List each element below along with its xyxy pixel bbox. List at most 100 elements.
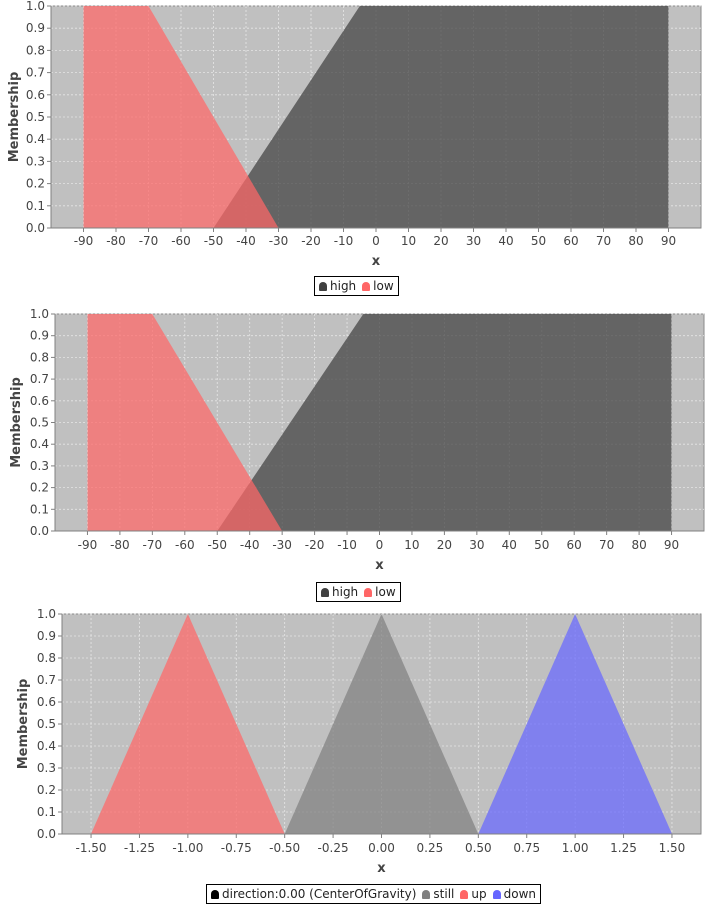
x-tick-label: -90 bbox=[74, 234, 94, 248]
legend-swatch-icon bbox=[492, 889, 501, 899]
legend-swatch-icon bbox=[211, 889, 219, 899]
legend-swatch-icon bbox=[364, 587, 373, 597]
y-tick-label: 0.8 bbox=[37, 651, 56, 665]
legend-item: up bbox=[460, 887, 487, 901]
legend-label: down bbox=[503, 887, 537, 901]
x-tick-label: -80 bbox=[106, 234, 126, 248]
legend-item: high bbox=[319, 279, 356, 293]
x-tick-label: -90 bbox=[78, 538, 98, 552]
y-tick-label: 0.7 bbox=[30, 372, 49, 386]
x-tick-label: 0.25 bbox=[417, 841, 444, 855]
x-tick-label: -20 bbox=[305, 538, 325, 552]
legend-swatch-icon bbox=[460, 889, 469, 899]
legend-item: down bbox=[492, 887, 537, 901]
y-tick-label: 0.0 bbox=[30, 524, 49, 538]
legend-item: still bbox=[422, 887, 454, 901]
x-tick-label: 1.00 bbox=[562, 841, 589, 855]
x-tick-label: 50 bbox=[531, 234, 546, 248]
chart-1-svg: -90 -80 -70 -60 -50 -40 -30 -20 -10 0 10 20 30 40 50 60… bbox=[7, 0, 702, 269]
legend-label: high bbox=[332, 585, 359, 599]
legend-item: high bbox=[321, 585, 358, 599]
x-tick-label: 70 bbox=[596, 234, 611, 248]
legend-label: low bbox=[373, 279, 394, 293]
legend-swatch-icon bbox=[319, 281, 327, 291]
y-tick-label: 0.4 bbox=[30, 437, 49, 451]
series-area-low bbox=[83, 6, 279, 228]
series-area-down bbox=[478, 614, 672, 834]
x-tick-label: 30 bbox=[469, 538, 484, 552]
x-tick-label: -1.00 bbox=[172, 841, 203, 855]
x-tick-label: 1.25 bbox=[610, 841, 637, 855]
y-tick-label: 0.1 bbox=[26, 199, 45, 213]
series-area-high bbox=[217, 314, 672, 531]
y-tick-label: 0.5 bbox=[37, 717, 56, 731]
y-tick-label: 0.3 bbox=[30, 459, 49, 473]
y-tick-label: 0.2 bbox=[30, 481, 49, 495]
chart-3-svg: -1.50 -1.25 -1.00 -0.75 -0.50 -0.25 0.00 0.25 0.… bbox=[16, 607, 702, 876]
y-axis-title: Membership bbox=[7, 72, 22, 163]
x-tick-label: -40 bbox=[236, 234, 256, 248]
legend-label: high bbox=[330, 279, 357, 293]
legend-swatch-icon bbox=[321, 587, 329, 597]
y-tick-label: 0.2 bbox=[37, 783, 56, 797]
y-tick-label: 0.5 bbox=[26, 110, 45, 124]
x-tick-label: 80 bbox=[628, 234, 643, 248]
x-tick-label: 20 bbox=[437, 538, 452, 552]
x-tick-label: -30 bbox=[269, 234, 289, 248]
y-tick-label: 0.6 bbox=[37, 695, 56, 709]
chart-2-svg: -90 -80 -70 -60 -50 -40 -30 -20 -10 0 10 20 30 40 50 60… bbox=[9, 307, 705, 573]
y-axis-title: Membership bbox=[9, 377, 24, 468]
x-tick-label: -10 bbox=[337, 538, 357, 552]
y-tick-label: 1.0 bbox=[30, 307, 49, 321]
chart-3: -1.50 -1.25 -1.00 -0.75 -0.50 -0.25 0.00 0.25 0.… bbox=[0, 607, 717, 907]
y-tick-label: 0.3 bbox=[26, 154, 45, 168]
y-tick-label: 0.4 bbox=[37, 739, 56, 753]
y-tick-label: 0.1 bbox=[30, 502, 49, 516]
series-area-high bbox=[213, 6, 669, 228]
x-tick-label: 60 bbox=[567, 538, 582, 552]
x-tick-label: -10 bbox=[334, 234, 354, 248]
y-tick-label: 0.5 bbox=[30, 416, 49, 430]
chart-1-legend: high low bbox=[314, 276, 399, 296]
x-tick-label: -30 bbox=[272, 538, 292, 552]
x-tick-label: 40 bbox=[498, 234, 513, 248]
legend-item: direction:0.00 (CenterOfGravity) bbox=[211, 887, 416, 901]
x-tick-label: 40 bbox=[502, 538, 517, 552]
y-tick-label: 0.0 bbox=[26, 221, 45, 235]
legend-item: low bbox=[362, 279, 394, 293]
x-tick-label: 10 bbox=[401, 234, 416, 248]
x-tick-label: 20 bbox=[433, 234, 448, 248]
x-tick-label: 50 bbox=[534, 538, 549, 552]
x-tick-label: -50 bbox=[204, 234, 224, 248]
y-tick-label: 0.8 bbox=[26, 43, 45, 57]
x-tick-label: -70 bbox=[143, 538, 163, 552]
y-tick-label: 0.9 bbox=[30, 329, 49, 343]
x-tick-label: -80 bbox=[110, 538, 130, 552]
y-tick-label: 0.6 bbox=[30, 394, 49, 408]
y-tick-label: 0.4 bbox=[26, 132, 45, 146]
y-tick-label: 1.0 bbox=[26, 0, 45, 13]
legend-label: still bbox=[433, 887, 455, 901]
x-axis-title: x bbox=[372, 254, 381, 269]
x-tick-label: -0.75 bbox=[221, 841, 252, 855]
y-tick-label: 1.0 bbox=[37, 608, 56, 621]
y-tick-label: 0.9 bbox=[26, 21, 45, 35]
x-tick-label: -1.25 bbox=[124, 841, 155, 855]
x-tick-label: 0.75 bbox=[513, 841, 540, 855]
y-tick-label: 0.7 bbox=[26, 66, 45, 80]
chart-2: -90 -80 -70 -60 -50 -40 -30 -20 -10 0 10 20 30 40 50 60… bbox=[0, 306, 717, 606]
y-tick-label: 0.3 bbox=[37, 761, 56, 775]
chart-3-legend: direction:0.00 (CenterOfGravity) still up d… bbox=[206, 884, 542, 904]
x-tick-label: -20 bbox=[301, 234, 321, 248]
x-tick-label: 30 bbox=[466, 234, 481, 248]
y-tick-label: 0.8 bbox=[30, 350, 49, 364]
x-tick-label: -0.50 bbox=[269, 841, 300, 855]
x-tick-label: 70 bbox=[599, 538, 614, 552]
y-axis-title: Membership bbox=[16, 679, 31, 770]
x-tick-label: 60 bbox=[563, 234, 578, 248]
x-tick-label: -60 bbox=[171, 234, 191, 248]
x-tick-label: 0.00 bbox=[368, 841, 395, 855]
x-tick-label: -50 bbox=[207, 538, 227, 552]
legend-swatch-icon bbox=[422, 889, 431, 899]
legend-swatch-icon bbox=[362, 281, 371, 291]
